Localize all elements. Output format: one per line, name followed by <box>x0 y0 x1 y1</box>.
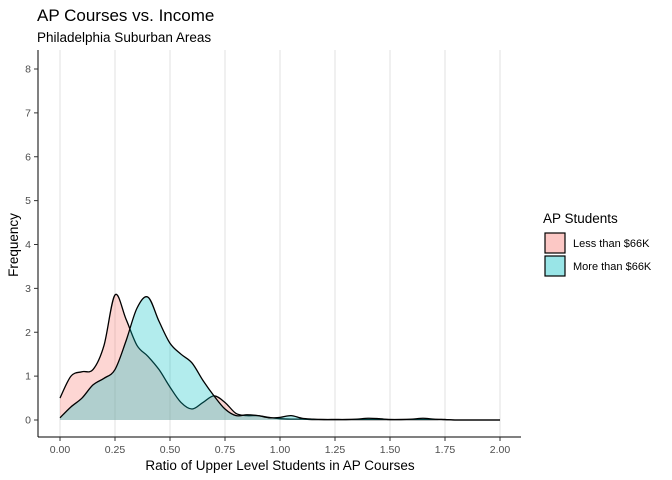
x-tick-label-5: 1.25 <box>325 444 346 456</box>
y-tick-label-8: 8 <box>25 64 31 76</box>
legend-item-1: More than $66K <box>544 255 652 277</box>
y-tick-label-2: 2 <box>25 327 31 339</box>
legend-label-0: Less than $66K <box>573 238 650 250</box>
x-tick-label-2: 0.50 <box>160 444 181 456</box>
x-tick-label-6: 1.50 <box>380 444 401 456</box>
legend-swatch-0 <box>544 232 566 254</box>
x-tick-label-7: 1.75 <box>435 444 456 456</box>
y-tick-label-0: 0 <box>25 415 31 427</box>
density-area-series-0 <box>60 294 500 421</box>
legend-label-1: More than $66K <box>573 261 652 273</box>
y-axis-title: Frequency <box>6 213 21 277</box>
x-axis-title: Ratio of Upper Level Students in AP Cour… <box>145 458 414 473</box>
axes: 0.00 0.25 0.50 0.75 1.00 1.25 1.50 1.75 2.00 0 1 2 3… <box>25 50 521 456</box>
y-tick-label-5: 5 <box>25 195 31 207</box>
chart-subtitle: Philadelphia Suburban Areas <box>37 30 211 45</box>
x-tick-label-8: 2.00 <box>490 444 511 456</box>
y-tick-label-1: 1 <box>25 371 31 383</box>
x-tick-label-4: 1.00 <box>270 444 291 456</box>
y-tick-label-7: 7 <box>25 107 31 119</box>
y-tick-label-6: 6 <box>25 151 31 163</box>
legend-item-0: Less than $66K <box>544 232 650 254</box>
legend: AP Students Less than $66K More than $66K <box>543 211 652 277</box>
legend-swatch-1 <box>544 255 566 277</box>
x-tick-label-3: 0.75 <box>215 444 236 456</box>
density-line-series-1 <box>59 296 500 421</box>
x-tick-label-0: 0.00 <box>50 444 71 456</box>
legend-title: AP Students <box>543 211 618 226</box>
y-tick-label-4: 4 <box>25 239 31 251</box>
density-area-series-1 <box>60 296 500 421</box>
y-tick-label-3: 3 <box>25 283 31 295</box>
density-areas <box>59 293 500 421</box>
chart-title: AP Courses vs. Income <box>37 6 214 25</box>
x-tick-label-1: 0.25 <box>105 444 126 456</box>
gridlines <box>59 50 501 437</box>
density-line-series-0 <box>59 293 500 421</box>
